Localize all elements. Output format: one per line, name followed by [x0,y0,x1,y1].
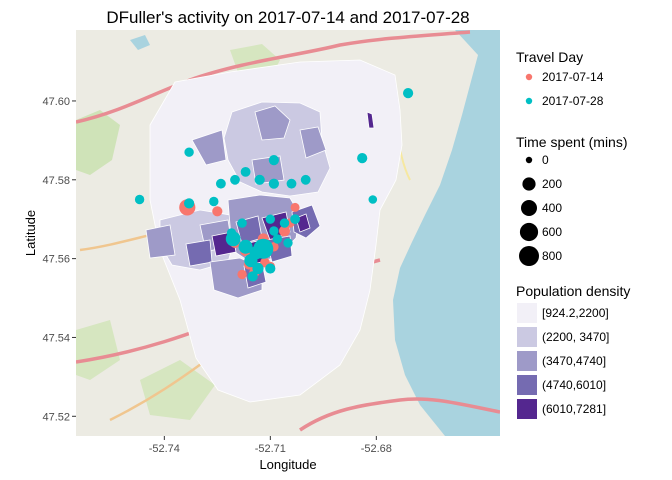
legend-travel-day-title: Travel Day [516,49,583,65]
point-series2-8 [254,174,265,185]
legend-fill-key-4 [517,375,537,395]
point-series1-7 [290,202,300,212]
legend-population-density: Population density [924.2,2200] (2200, 34… [516,283,630,419]
north-cluster [223,101,331,197]
y-tick-label-1: 47.60 [42,96,70,108]
west-block-2 [145,224,176,259]
point-series2-1 [403,88,414,99]
legend-size-key-1 [525,156,533,164]
area-block [191,129,227,166]
legend-fill-label-4: (4740,6010] [542,378,606,392]
legend-fill-key-1 [517,303,537,323]
y-axis-ticks: 47.60 47.58 47.56 47.54 47.52 [42,96,76,423]
point-series2-6 [268,155,279,166]
legend-color-key-2 [525,97,533,105]
y-tick-label-3: 47.56 [42,254,70,266]
legend-fill-label-5: (6010,7281] [542,402,606,416]
point-series1-2 [212,206,223,217]
point-series2-25 [247,271,258,282]
x-axis-title: Longitude [259,457,316,472]
legend-size-label-3: 400 [542,201,562,215]
point-series2-7 [268,178,279,189]
legend-size-label-1: 0 [542,153,549,167]
point-series2-29 [269,226,279,236]
legend-size-key-2 [522,177,536,191]
point-series1-6 [279,225,290,237]
point-series2-2 [357,153,368,164]
legend-size-label-4: 600 [542,225,562,239]
legend-size-label-5: 800 [542,249,562,263]
legend-size-label-2: 200 [542,177,562,191]
point-series2-27 [290,214,300,225]
point-series2-28 [272,234,283,244]
legend-color-key-1 [525,73,533,81]
point-series2-9 [240,167,251,177]
legend-fill-label-2: (2200, 3470] [542,330,609,344]
legend-fill-key-3 [517,351,537,371]
point-series2-21 [253,238,274,259]
y-tick-label-4: 47.54 [42,332,70,344]
point-series2-23 [252,262,264,275]
y-tick-label-2: 47.58 [42,175,70,187]
point-series2-26 [279,218,290,228]
y-tick-label-5: 47.52 [42,411,70,423]
legend-time-spent-title: Time spent (mins) [516,134,628,150]
north-cluster-3 [299,126,327,159]
legend-size-key-4 [519,222,539,242]
north-cluster-2 [254,105,291,141]
point-series2-16 [237,218,247,228]
x-tick-label-1: -52.74 [149,443,180,455]
point-series2-24 [265,263,276,274]
point-series2-30 [283,238,293,248]
northeast-sliver [366,111,375,129]
point-series2-11 [216,178,226,189]
legend-color-label-1: 2017-07-14 [542,70,604,84]
legend-travel-day: Travel Day 2017-07-14 2017-07-28 [516,49,604,108]
point-series2-19 [238,239,253,254]
park-area-4 [76,320,120,380]
point-series2-31 [265,214,275,224]
point-series2-18 [225,231,241,247]
park-area-3 [140,360,215,420]
point-series2-22 [244,254,258,268]
legend-size-key-5 [519,246,539,266]
legend-population-density-title: Population density [516,283,630,299]
lake-area-2 [130,35,150,50]
legend-fill-label-3: (3470,4740] [542,354,606,368]
sea-area [393,30,500,436]
highway-3 [299,397,500,432]
legend-size-key-3 [521,200,537,216]
activity-points [134,88,414,282]
point-series2-12 [209,196,219,207]
point-series2-14 [134,194,145,205]
park-area [76,110,120,175]
legend-fill-key-2 [517,327,537,347]
y-axis-title: Latitude [23,210,38,256]
point-series2-15 [184,198,195,209]
x-tick-label-3: -52.68 [361,443,392,455]
legend-time-spent: Time spent (mins) 0 200 400 600 800 [516,134,628,266]
point-series2-5 [286,178,297,189]
legend-fill-key-5 [517,399,537,419]
highway [76,30,471,124]
x-tick-label-2: -52.71 [255,443,286,455]
point-series2-13 [184,147,194,157]
chart-title: DFuller's activity on 2017-07-14 and 201… [106,8,469,27]
point-series2-10 [230,174,240,185]
legend-fill-label-1: [924.2,2200] [542,306,609,320]
x-axis-ticks: -52.74 -52.71 -52.68 [149,436,392,455]
legend-color-label-2: 2017-07-28 [542,94,604,108]
point-series2-4 [300,174,311,185]
point-series1-13 [237,269,247,280]
point-series2-3 [368,195,378,204]
central-block-7 [185,239,213,267]
